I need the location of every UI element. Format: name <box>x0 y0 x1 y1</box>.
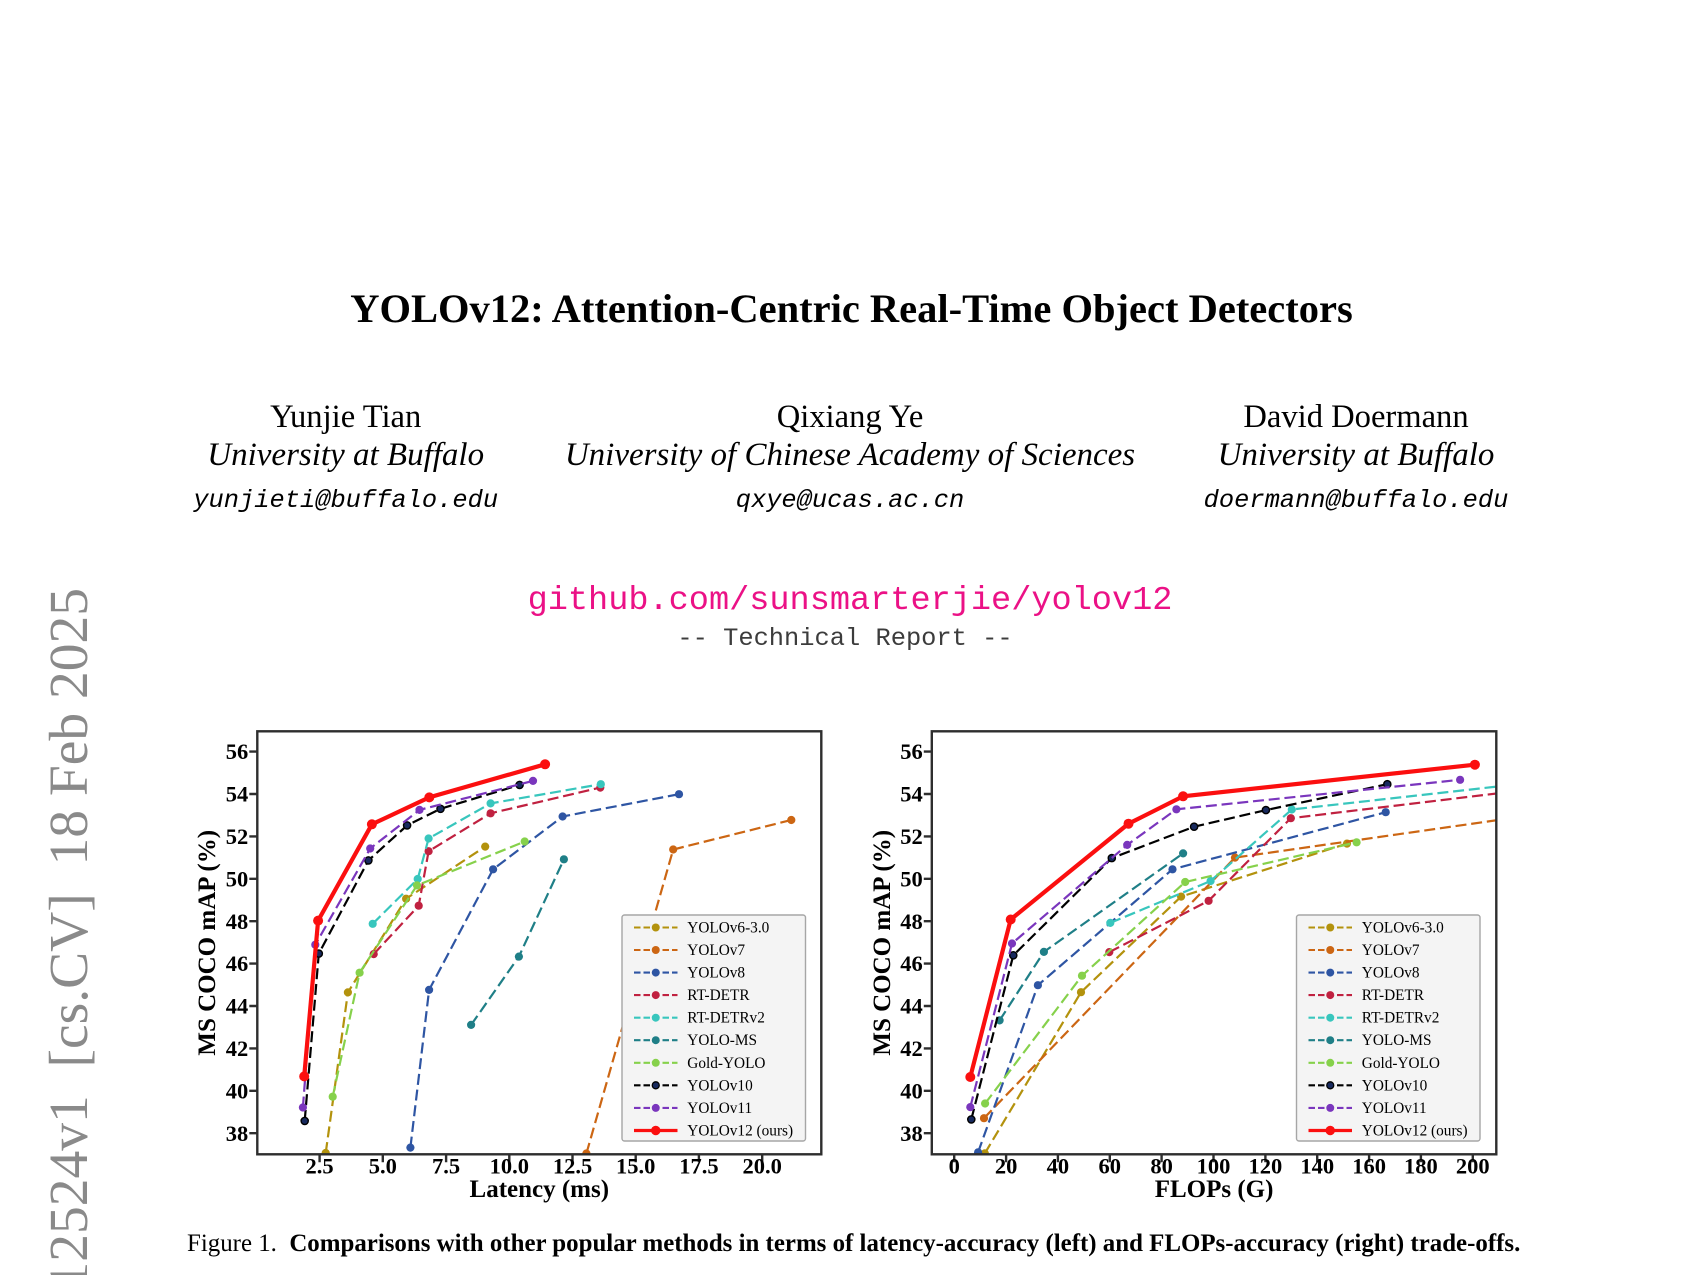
svg-text:48: 48 <box>900 909 923 934</box>
svg-text:YOLOv12 (ours): YOLOv12 (ours) <box>1362 1123 1468 1140</box>
svg-text:YOLOv10: YOLOv10 <box>687 1077 753 1094</box>
svg-text:40: 40 <box>226 1078 249 1103</box>
svg-text:52: 52 <box>900 824 923 849</box>
svg-text:48: 48 <box>226 909 249 934</box>
svg-text:YOLOv8: YOLOv8 <box>1362 965 1420 982</box>
svg-text:60: 60 <box>1099 1153 1122 1178</box>
svg-text:YOLOv8: YOLOv8 <box>687 965 745 982</box>
svg-text:RT-DETR: RT-DETR <box>687 987 750 1004</box>
svg-text:46: 46 <box>226 951 249 976</box>
svg-text:YOLOv11: YOLOv11 <box>1362 1100 1427 1117</box>
svg-text:FLOPs (G): FLOPs (G) <box>1155 1176 1274 1203</box>
svg-text:YOLO-MS: YOLO-MS <box>687 1032 757 1049</box>
svg-text:20.0: 20.0 <box>743 1153 782 1178</box>
svg-text:5.0: 5.0 <box>369 1153 397 1178</box>
svg-text:56: 56 <box>226 739 249 764</box>
svg-text:160: 160 <box>1352 1153 1386 1178</box>
svg-text:100: 100 <box>1197 1153 1231 1178</box>
svg-text:56: 56 <box>900 739 923 764</box>
svg-text:YOLOv6-3.0: YOLOv6-3.0 <box>687 920 769 937</box>
svg-text:YOLO-MS: YOLO-MS <box>1362 1032 1432 1049</box>
svg-text:YOLOv6-3.0: YOLOv6-3.0 <box>1362 920 1444 937</box>
svg-text:Gold-YOLO: Gold-YOLO <box>1362 1055 1440 1072</box>
svg-text:MS COCO mAP (%): MS COCO mAP (%) <box>194 830 221 1056</box>
svg-text:52: 52 <box>226 824 249 849</box>
svg-text:38: 38 <box>900 1121 923 1146</box>
svg-text:40: 40 <box>900 1078 923 1103</box>
svg-text:42: 42 <box>900 1036 923 1061</box>
svg-text:YOLOv7: YOLOv7 <box>687 942 745 959</box>
svg-text:50: 50 <box>900 866 923 891</box>
svg-text:20: 20 <box>995 1153 1018 1178</box>
svg-text:YOLOv12 (ours): YOLOv12 (ours) <box>687 1123 793 1140</box>
svg-text:80: 80 <box>1150 1153 1173 1178</box>
svg-text:38: 38 <box>226 1121 249 1146</box>
svg-text:RT-DETRv2: RT-DETRv2 <box>1362 1010 1440 1027</box>
svg-text:2.5: 2.5 <box>306 1153 334 1178</box>
svg-text:200: 200 <box>1456 1153 1490 1178</box>
svg-text:YOLOv11: YOLOv11 <box>687 1100 752 1117</box>
svg-text:YOLOv10: YOLOv10 <box>1362 1077 1428 1094</box>
svg-text:42: 42 <box>226 1036 249 1061</box>
svg-text:54: 54 <box>900 782 923 807</box>
svg-text:12.5: 12.5 <box>553 1153 592 1178</box>
svg-text:15.0: 15.0 <box>616 1153 655 1178</box>
svg-text:Latency (ms): Latency (ms) <box>470 1176 610 1203</box>
svg-text:140: 140 <box>1300 1153 1334 1178</box>
svg-text:RT-DETR: RT-DETR <box>1362 987 1425 1004</box>
svg-text:46: 46 <box>900 951 923 976</box>
svg-text:44: 44 <box>226 994 249 1019</box>
svg-text:44: 44 <box>900 994 923 1019</box>
svg-text:120: 120 <box>1249 1153 1283 1178</box>
svg-text:180: 180 <box>1404 1153 1438 1178</box>
svg-text:50: 50 <box>226 866 249 891</box>
svg-text:40: 40 <box>1047 1153 1070 1178</box>
svg-text:MS COCO mAP (%): MS COCO mAP (%) <box>869 830 896 1056</box>
svg-text:RT-DETRv2: RT-DETRv2 <box>687 1010 765 1027</box>
svg-text:17.5: 17.5 <box>679 1153 718 1178</box>
svg-text:10.0: 10.0 <box>490 1153 529 1178</box>
svg-text:7.5: 7.5 <box>432 1153 460 1178</box>
svg-text:54: 54 <box>226 782 249 807</box>
svg-text:Gold-YOLO: Gold-YOLO <box>687 1055 765 1072</box>
svg-text:0: 0 <box>949 1153 960 1178</box>
svg-text:YOLOv7: YOLOv7 <box>1362 942 1420 959</box>
